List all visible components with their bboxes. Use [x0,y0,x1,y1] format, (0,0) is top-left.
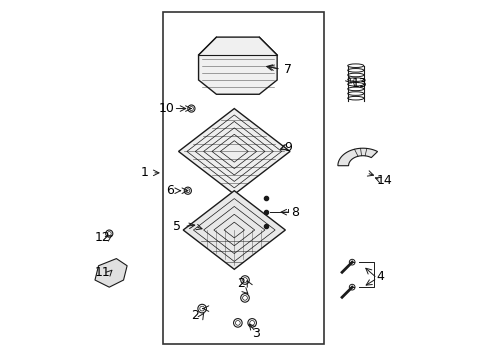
Text: 8: 8 [291,206,299,219]
Text: 14: 14 [376,174,392,186]
Text: 11: 11 [94,266,110,279]
Polygon shape [95,258,127,287]
Text: 1: 1 [141,166,149,179]
Text: 2: 2 [191,309,199,322]
Circle shape [184,187,192,194]
Text: 7: 7 [284,63,292,76]
Circle shape [349,259,355,265]
Text: 12: 12 [94,231,110,244]
Circle shape [241,276,249,284]
Polygon shape [178,109,290,194]
Polygon shape [198,37,277,94]
Text: 3: 3 [252,327,260,340]
Polygon shape [183,191,285,269]
Text: 13: 13 [351,77,367,90]
Circle shape [198,304,206,313]
Circle shape [248,319,256,327]
Circle shape [188,105,195,112]
Circle shape [349,284,355,290]
Text: 2: 2 [238,277,245,290]
Text: 6: 6 [166,184,174,197]
Text: 10: 10 [158,102,174,115]
Circle shape [106,230,113,237]
Circle shape [241,294,249,302]
Text: 9: 9 [284,141,292,154]
Polygon shape [338,148,378,166]
Circle shape [234,319,242,327]
Text: 4: 4 [377,270,385,283]
Text: 5: 5 [173,220,181,233]
